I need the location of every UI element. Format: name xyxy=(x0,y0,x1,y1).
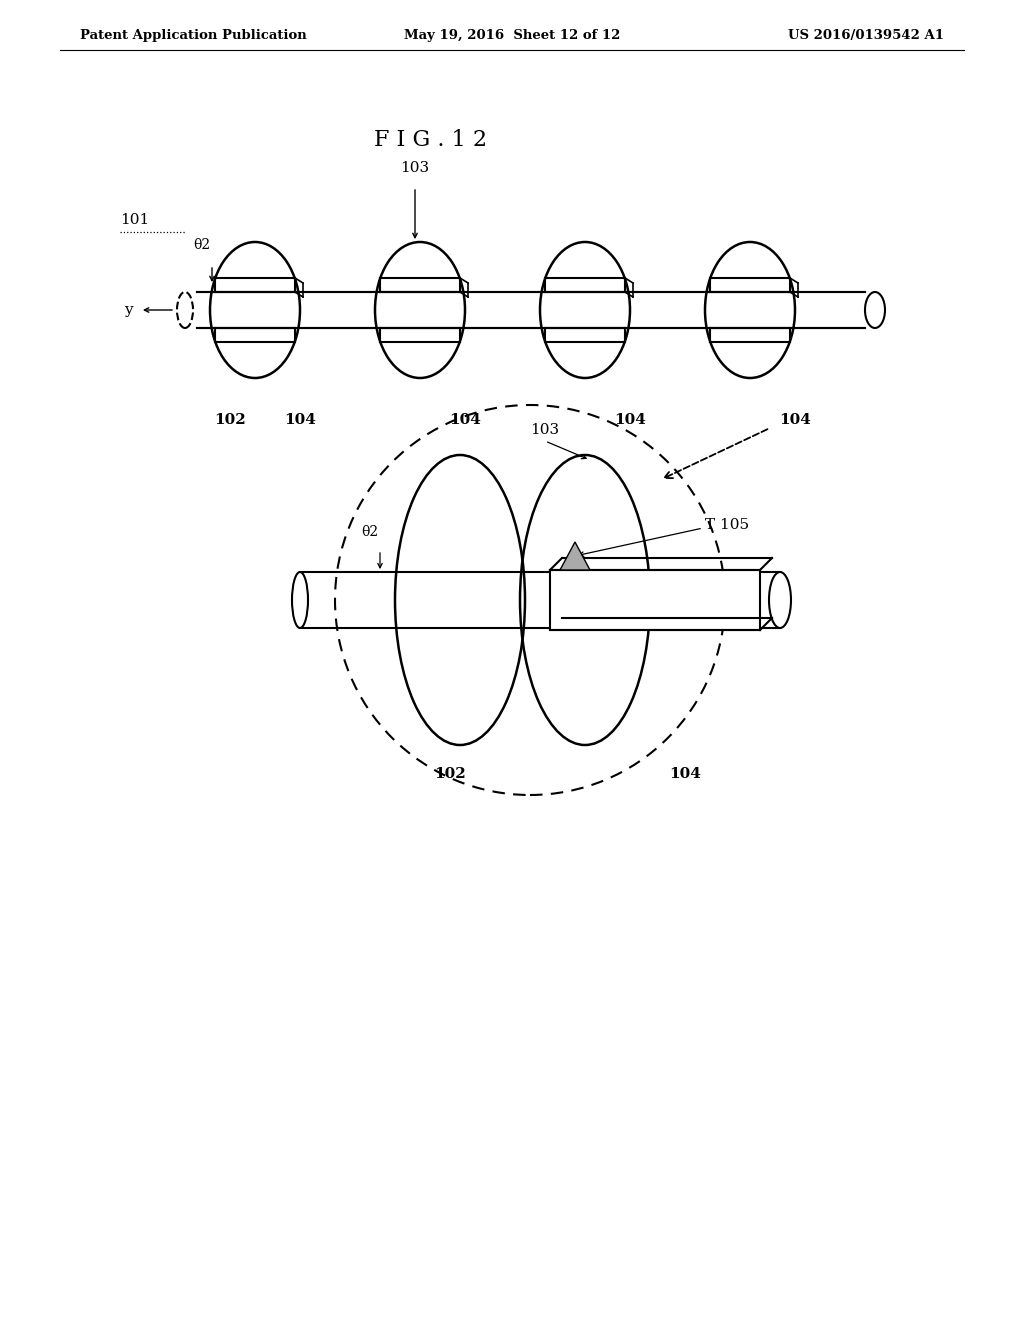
Text: 102: 102 xyxy=(434,767,466,781)
Text: May 19, 2016  Sheet 12 of 12: May 19, 2016 Sheet 12 of 12 xyxy=(403,29,621,41)
Polygon shape xyxy=(560,543,590,570)
Ellipse shape xyxy=(769,572,791,628)
Text: 104: 104 xyxy=(669,767,701,781)
Text: 103: 103 xyxy=(530,422,559,437)
Text: y: y xyxy=(124,304,132,317)
Text: θ2: θ2 xyxy=(194,238,211,252)
Text: 103: 103 xyxy=(400,161,429,176)
Text: US 2016/0139542 A1: US 2016/0139542 A1 xyxy=(788,29,944,41)
Text: Patent Application Publication: Patent Application Publication xyxy=(80,29,307,41)
Text: F I G . 1 2: F I G . 1 2 xyxy=(374,129,486,150)
Bar xyxy=(550,570,760,630)
Ellipse shape xyxy=(177,292,193,327)
Text: 104: 104 xyxy=(284,413,316,426)
Ellipse shape xyxy=(865,292,885,327)
Text: θ2: θ2 xyxy=(361,525,379,539)
Text: T 105: T 105 xyxy=(705,517,750,532)
Text: 104: 104 xyxy=(614,413,646,426)
Text: 104: 104 xyxy=(779,413,811,426)
Text: 102: 102 xyxy=(214,413,246,426)
Text: 104: 104 xyxy=(450,413,481,426)
Ellipse shape xyxy=(292,572,308,628)
Text: 101: 101 xyxy=(120,213,150,227)
